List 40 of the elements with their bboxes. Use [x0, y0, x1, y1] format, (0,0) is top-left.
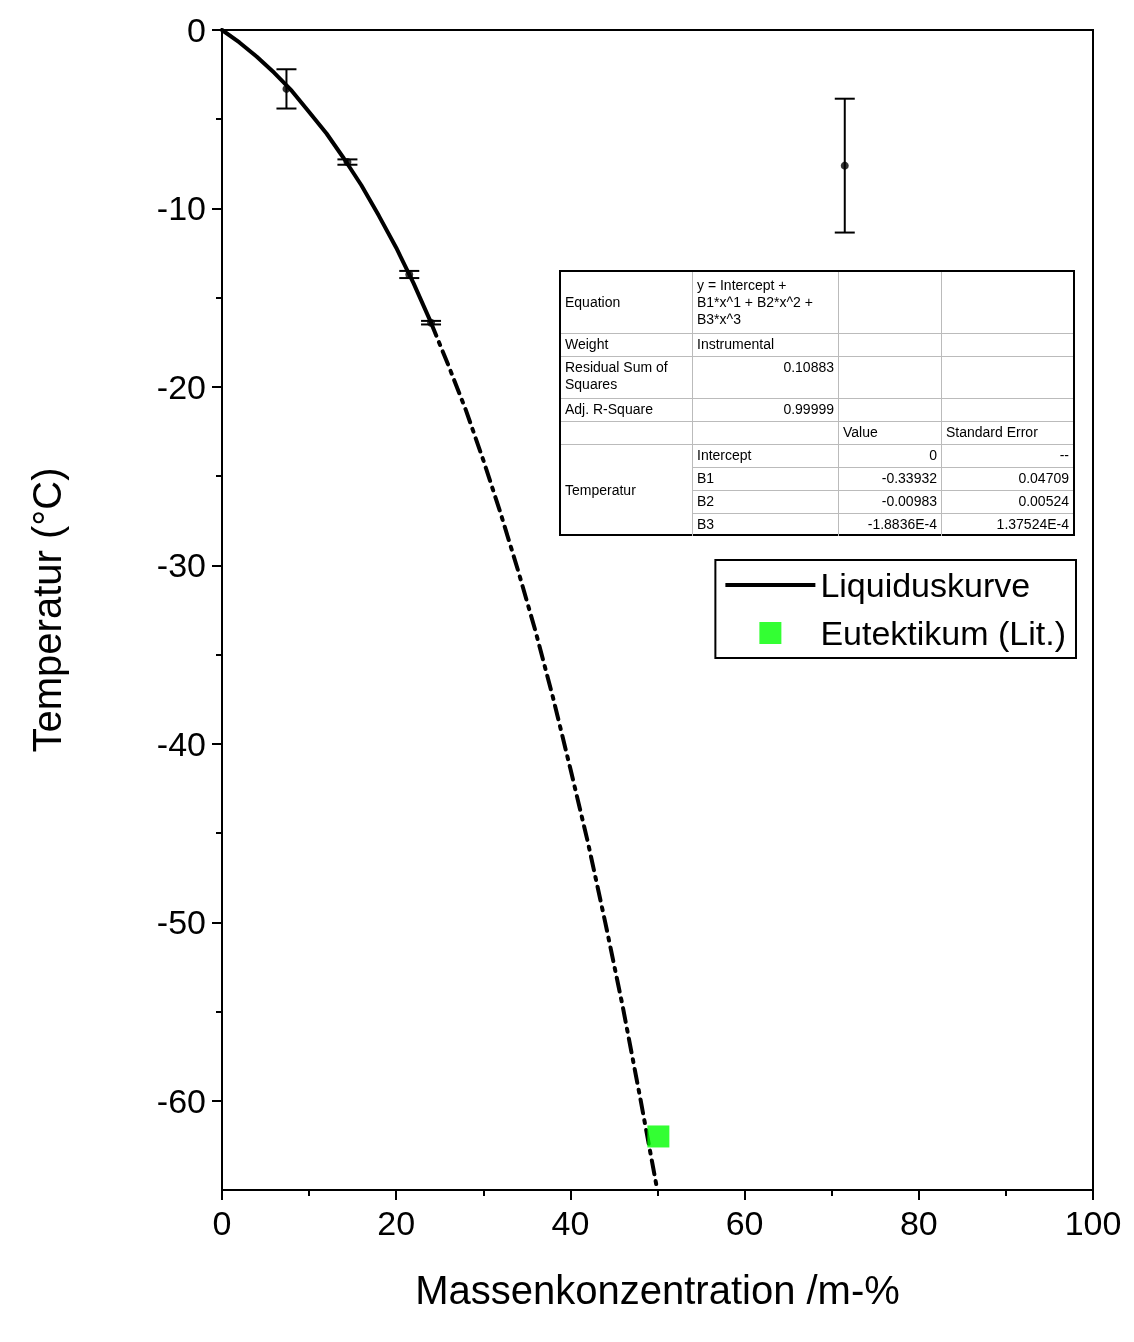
annotation: B1: [697, 470, 716, 487]
y-axis-title: Temperatur (°C): [25, 467, 69, 753]
x-tick-label: 60: [725, 1204, 764, 1242]
annotation: 0.10883: [782, 359, 834, 376]
annotation: Residual Sum of Squares: [565, 359, 669, 393]
annotation: y = Intercept + B1*x^1 + B2*x^2 + B3*x^3: [697, 277, 814, 328]
y-tick-label: -10: [156, 189, 206, 228]
annotation: 1.37524E-4: [995, 516, 1069, 533]
annotation: Equation: [565, 294, 622, 311]
x-axis-title: Massenkonzentration /m-%: [415, 1268, 900, 1312]
y-tick-label: -50: [156, 903, 206, 942]
annotation: Temperatur: [565, 482, 637, 499]
y-tick-label: 0: [187, 11, 206, 49]
annotation: Intercept: [697, 447, 753, 464]
annotation: 0.00524: [1017, 493, 1069, 510]
annotation: Instrumental: [697, 336, 776, 353]
annotation: --: [1058, 447, 1069, 464]
annotation: 0.99999: [782, 401, 834, 418]
y-tick-label: -40: [156, 724, 206, 763]
y-tick-label: -20: [156, 367, 206, 406]
x-tick-label: 100: [1064, 1204, 1122, 1242]
y-tick-label: -30: [156, 546, 206, 585]
x-tick-label: 40: [551, 1204, 590, 1242]
annotation: -0.00983: [880, 493, 937, 510]
annotation: 0: [928, 447, 937, 464]
annotation: 0.04709: [1017, 470, 1069, 487]
annotation: Weight: [565, 336, 610, 353]
annotation: Adj. R-Square: [565, 401, 654, 418]
annotation: Value: [843, 424, 879, 441]
annotation: B3: [697, 516, 716, 533]
annotation: -0.33932: [880, 470, 937, 487]
legend-label: Liquiduskurve: [820, 566, 1031, 604]
x-tick-label: 0: [212, 1204, 232, 1242]
legend-label: Eutektikum (Lit.): [820, 614, 1066, 652]
x-tick-label: 80: [899, 1204, 938, 1242]
y-tick-label: -60: [156, 1081, 206, 1120]
x-tick-label: 20: [377, 1204, 416, 1242]
annotation: -1.8836E-4: [866, 516, 937, 533]
annotation: B2: [697, 493, 716, 510]
annotation: Standard Error: [946, 424, 1039, 441]
